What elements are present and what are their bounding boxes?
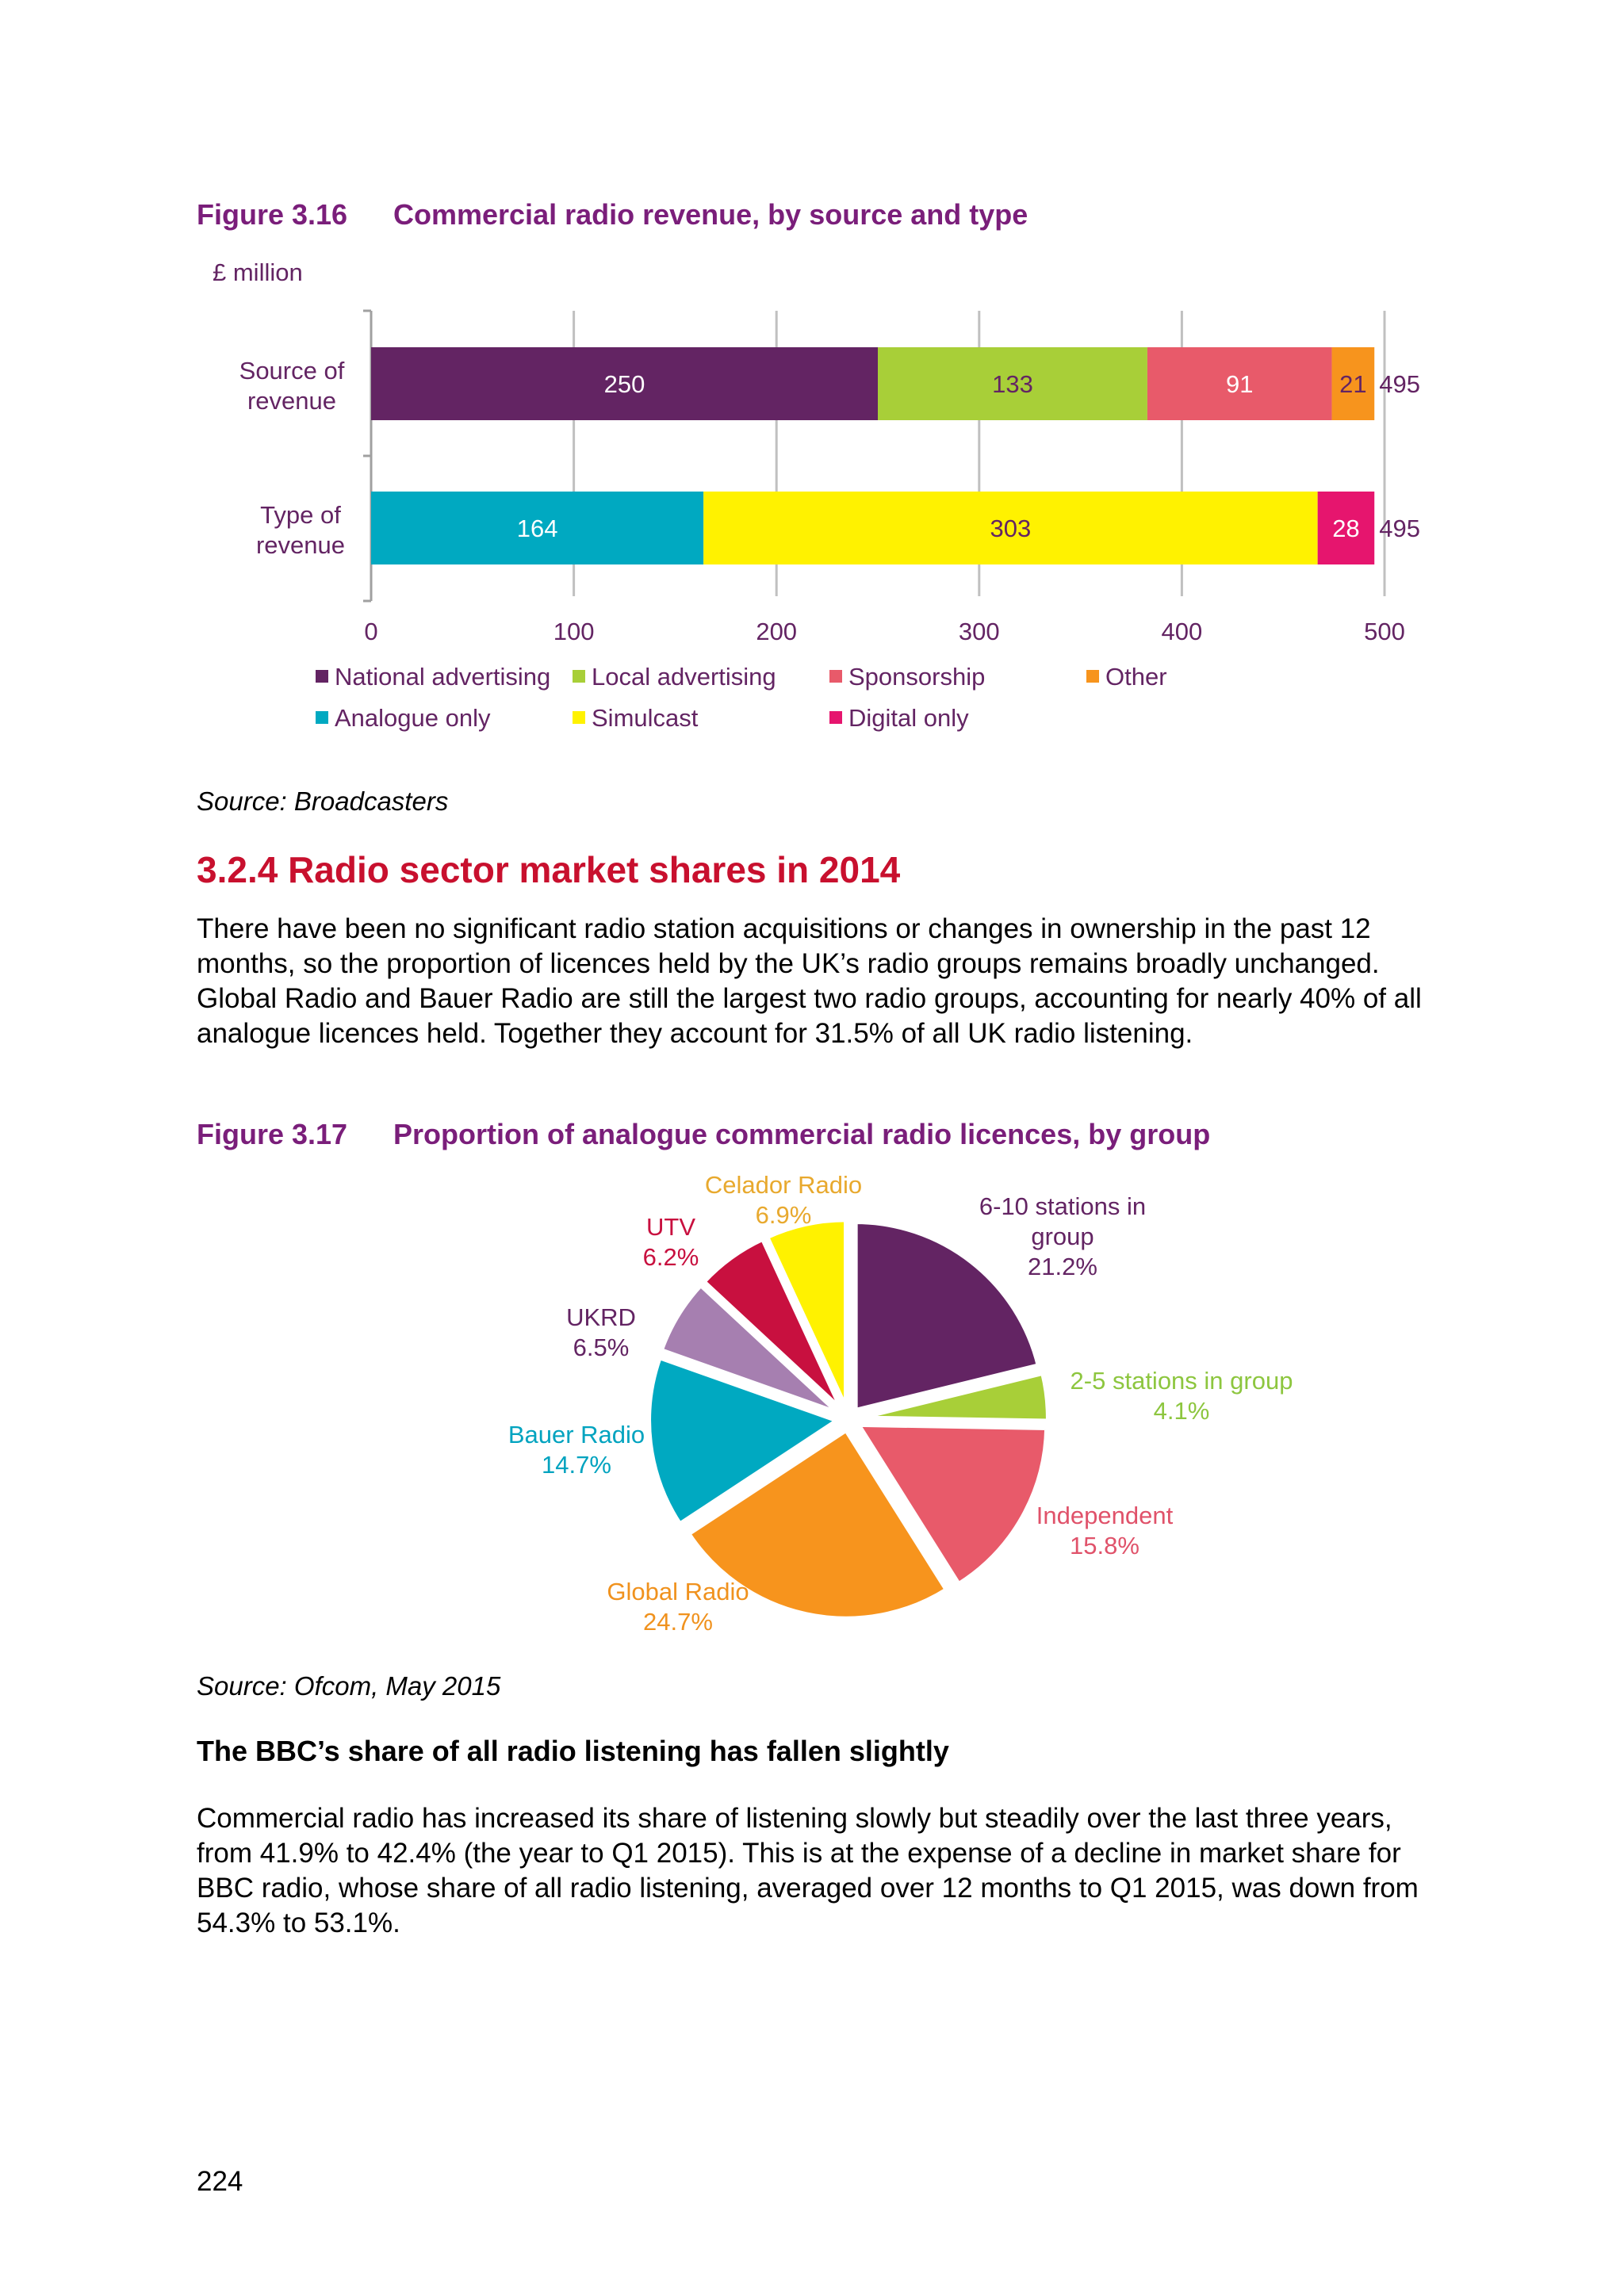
figure-3-16-source: Source: Broadcasters <box>197 786 449 816</box>
total-label: 495 <box>1379 515 1420 542</box>
section-paragraph: There have been no significant radio sta… <box>197 913 1422 1049</box>
slice-label: Global Radio 24.7% <box>607 1578 749 1636</box>
figure-number: Figure 3.16 <box>197 198 348 231</box>
bar-segment <box>1147 347 1332 420</box>
slice-label: Celador Radio 6.9% <box>705 1171 862 1229</box>
legend-label: Other <box>1105 663 1167 691</box>
pie-slice <box>859 1370 1051 1424</box>
bar-segment <box>371 347 878 420</box>
legend-swatch <box>829 711 842 724</box>
bbc-paragraph: Commercial radio has increased its share… <box>197 1803 1419 1938</box>
legend-swatch <box>573 711 585 724</box>
revenue-bar-chart: £ million Source of revenue Type of revenue 2… <box>213 258 1420 732</box>
figure-3-17-title: Figure 3.17 Proportion of analogue commer… <box>197 1118 1210 1151</box>
x-tick-label: 300 <box>959 618 1000 645</box>
section-heading: 3.2.4 Radio sector market shares in 2014 <box>197 849 901 890</box>
data-label: 28 <box>1332 515 1359 542</box>
y-axis-unit-label: £ million <box>213 258 303 286</box>
legend-label: Digital only <box>848 704 969 732</box>
pie-slice <box>852 1219 1042 1414</box>
x-tick-label: 400 <box>1162 618 1203 645</box>
data-label: 250 <box>604 370 645 398</box>
figure-number: Figure 3.17 <box>197 1118 348 1150</box>
data-label: 303 <box>990 515 1032 542</box>
pie-slice <box>764 1217 848 1410</box>
data-label: 21 <box>1339 370 1366 398</box>
data-label: 164 <box>517 515 558 542</box>
legend-label: National advertising <box>335 663 550 691</box>
total-label: 495 <box>1379 370 1420 398</box>
bbc-subheading: The BBC’s share of all radio listening h… <box>197 1735 949 1767</box>
bar-segment <box>1317 492 1375 564</box>
pie-slice <box>646 1354 843 1528</box>
page-number: 224 <box>197 2166 243 2197</box>
legend-swatch <box>316 670 328 683</box>
legend-swatch <box>316 711 328 724</box>
slice-label: 2-5 stations in group 4.1% <box>1071 1367 1293 1425</box>
slice-label: Bauer Radio 14.7% <box>508 1421 645 1479</box>
pie-slice <box>657 1281 841 1416</box>
legend-swatch <box>1086 670 1099 683</box>
slice-label: UTV 6.2% <box>643 1213 699 1271</box>
legend-swatch <box>829 670 842 683</box>
legend-label: Simulcast <box>592 704 699 732</box>
legend-label: Analogue only <box>335 704 491 732</box>
pie-slice <box>685 1426 950 1621</box>
figure-caption: Proportion of analogue commercial radio … <box>393 1118 1211 1150</box>
licences-pie-chart: 6-10 stations in group 21.2% 2-5 stations i… <box>508 1171 1293 1636</box>
bar-segment <box>878 347 1147 420</box>
slice-label: Independent 15.8% <box>1036 1502 1174 1559</box>
figure-caption: Commercial radio revenue, by source and … <box>393 198 1028 231</box>
pie-slice <box>700 1235 845 1412</box>
slice-label: 6-10 stations in group 21.2% <box>979 1192 1146 1280</box>
legend-swatch <box>573 670 585 683</box>
legend-label: Sponsorship <box>848 663 985 691</box>
category-label: Source of revenue <box>239 357 345 415</box>
data-label: 133 <box>992 370 1033 398</box>
slice-label: UKRD 6.5% <box>566 1303 636 1361</box>
x-tick-label: 0 <box>364 618 377 645</box>
x-tick-label: 200 <box>756 618 797 645</box>
figure-3-17-source: Source: Ofcom, May 2015 <box>197 1671 501 1701</box>
legend-label: Local advertising <box>592 663 776 691</box>
figure-3-16-title: Figure 3.16 Commercial radio revenue, by … <box>197 198 1028 232</box>
x-tick-label: 100 <box>553 618 595 645</box>
x-tick-label: 500 <box>1364 618 1405 645</box>
bar-segment <box>1331 347 1375 420</box>
bar-segment <box>703 492 1318 564</box>
data-label: 91 <box>1226 370 1253 398</box>
bar-segment <box>371 492 704 564</box>
pie-slice <box>853 1422 1050 1588</box>
category-label: Type of revenue <box>256 501 345 559</box>
